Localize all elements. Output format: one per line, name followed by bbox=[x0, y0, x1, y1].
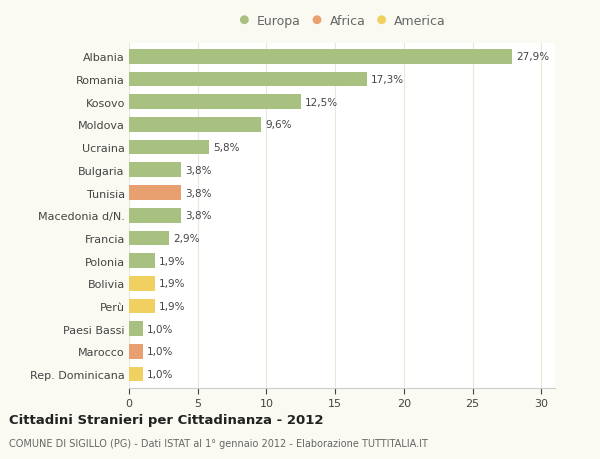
Bar bbox=[129, 73, 367, 87]
Bar bbox=[129, 276, 155, 291]
Text: COMUNE DI SIGILLO (PG) - Dati ISTAT al 1° gennaio 2012 - Elaborazione TUTTITALIA: COMUNE DI SIGILLO (PG) - Dati ISTAT al 1… bbox=[9, 438, 428, 448]
Bar bbox=[129, 231, 169, 246]
Bar bbox=[129, 367, 143, 381]
Bar bbox=[129, 344, 143, 359]
Text: 1,9%: 1,9% bbox=[159, 301, 186, 311]
Text: 9,6%: 9,6% bbox=[265, 120, 292, 130]
Bar bbox=[129, 95, 301, 110]
Text: 3,8%: 3,8% bbox=[185, 211, 212, 221]
Bar bbox=[129, 254, 155, 269]
Text: 1,0%: 1,0% bbox=[147, 369, 173, 379]
Text: 2,9%: 2,9% bbox=[173, 233, 199, 243]
Bar bbox=[129, 322, 143, 336]
Text: 1,0%: 1,0% bbox=[147, 324, 173, 334]
Text: 17,3%: 17,3% bbox=[371, 75, 404, 85]
Bar bbox=[129, 299, 155, 313]
Text: 1,0%: 1,0% bbox=[147, 347, 173, 357]
Text: 3,8%: 3,8% bbox=[185, 165, 212, 175]
Text: 3,8%: 3,8% bbox=[185, 188, 212, 198]
Text: 5,8%: 5,8% bbox=[213, 143, 239, 153]
Text: 27,9%: 27,9% bbox=[517, 52, 550, 62]
Bar bbox=[129, 186, 181, 201]
Text: 1,9%: 1,9% bbox=[159, 256, 186, 266]
Bar bbox=[129, 163, 181, 178]
Legend: Europa, Africa, America: Europa, Africa, America bbox=[236, 12, 448, 30]
Bar bbox=[129, 118, 261, 133]
Bar bbox=[129, 140, 209, 155]
Text: 1,9%: 1,9% bbox=[159, 279, 186, 289]
Text: Cittadini Stranieri per Cittadinanza - 2012: Cittadini Stranieri per Cittadinanza - 2… bbox=[9, 413, 323, 426]
Bar bbox=[129, 50, 512, 65]
Text: 12,5%: 12,5% bbox=[305, 97, 338, 107]
Bar bbox=[129, 208, 181, 223]
